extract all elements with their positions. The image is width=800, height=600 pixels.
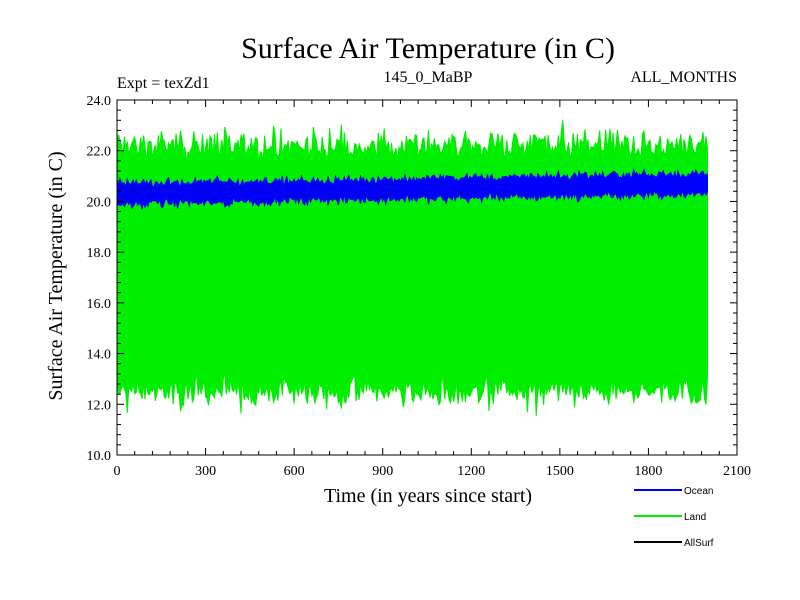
legend-label-ocean: Ocean bbox=[684, 486, 713, 497]
x-tick-label: 300 bbox=[195, 464, 216, 479]
x-tick-label: 600 bbox=[284, 464, 305, 479]
experiment-label: Expt = texZd1 bbox=[117, 75, 210, 92]
x-tick-label: 1200 bbox=[457, 464, 485, 479]
plot-series bbox=[116, 119, 708, 417]
x-tick-label: 1800 bbox=[634, 464, 662, 479]
y-axis-ticks: 10.0 12.0 14.0 16.0 18.0 20.0 22.0 24.0 bbox=[87, 94, 737, 464]
y-tick-label: 16.0 bbox=[87, 297, 112, 312]
y-tick-label: 24.0 bbox=[87, 94, 112, 109]
legend: Ocean Land AllSurf bbox=[634, 486, 714, 549]
series-land bbox=[116, 119, 708, 417]
y-tick-label: 12.0 bbox=[87, 398, 112, 413]
x-axis-label: Time (in years since start) bbox=[324, 485, 532, 507]
y-tick-label: 22.0 bbox=[87, 145, 112, 160]
period-label: 145_0_MaBP bbox=[384, 69, 473, 86]
x-tick-label: 900 bbox=[372, 464, 393, 479]
months-label: ALL_MONTHS bbox=[630, 69, 737, 86]
chart-title: Surface Air Temperature (in C) bbox=[241, 32, 615, 65]
y-axis-label: Surface Air Temperature (in C) bbox=[45, 151, 67, 400]
series-ocean bbox=[116, 167, 708, 210]
legend-label-land: Land bbox=[684, 512, 706, 523]
y-tick-label: 18.0 bbox=[87, 246, 112, 261]
x-tick-label: 2100 bbox=[723, 464, 751, 479]
x-tick-label: 1500 bbox=[546, 464, 574, 479]
legend-label-allsurf: AllSurf bbox=[684, 538, 714, 549]
x-tick-label: 0 bbox=[114, 464, 121, 479]
axes bbox=[116, 99, 738, 456]
plot-frame bbox=[116, 99, 738, 456]
y-tick-label: 10.0 bbox=[87, 449, 112, 464]
y-tick-label: 20.0 bbox=[87, 195, 112, 210]
y-tick-label: 14.0 bbox=[87, 348, 112, 363]
x-axis-ticks: 0 300 600 900 1200 1500 1800 2100 bbox=[114, 100, 751, 479]
